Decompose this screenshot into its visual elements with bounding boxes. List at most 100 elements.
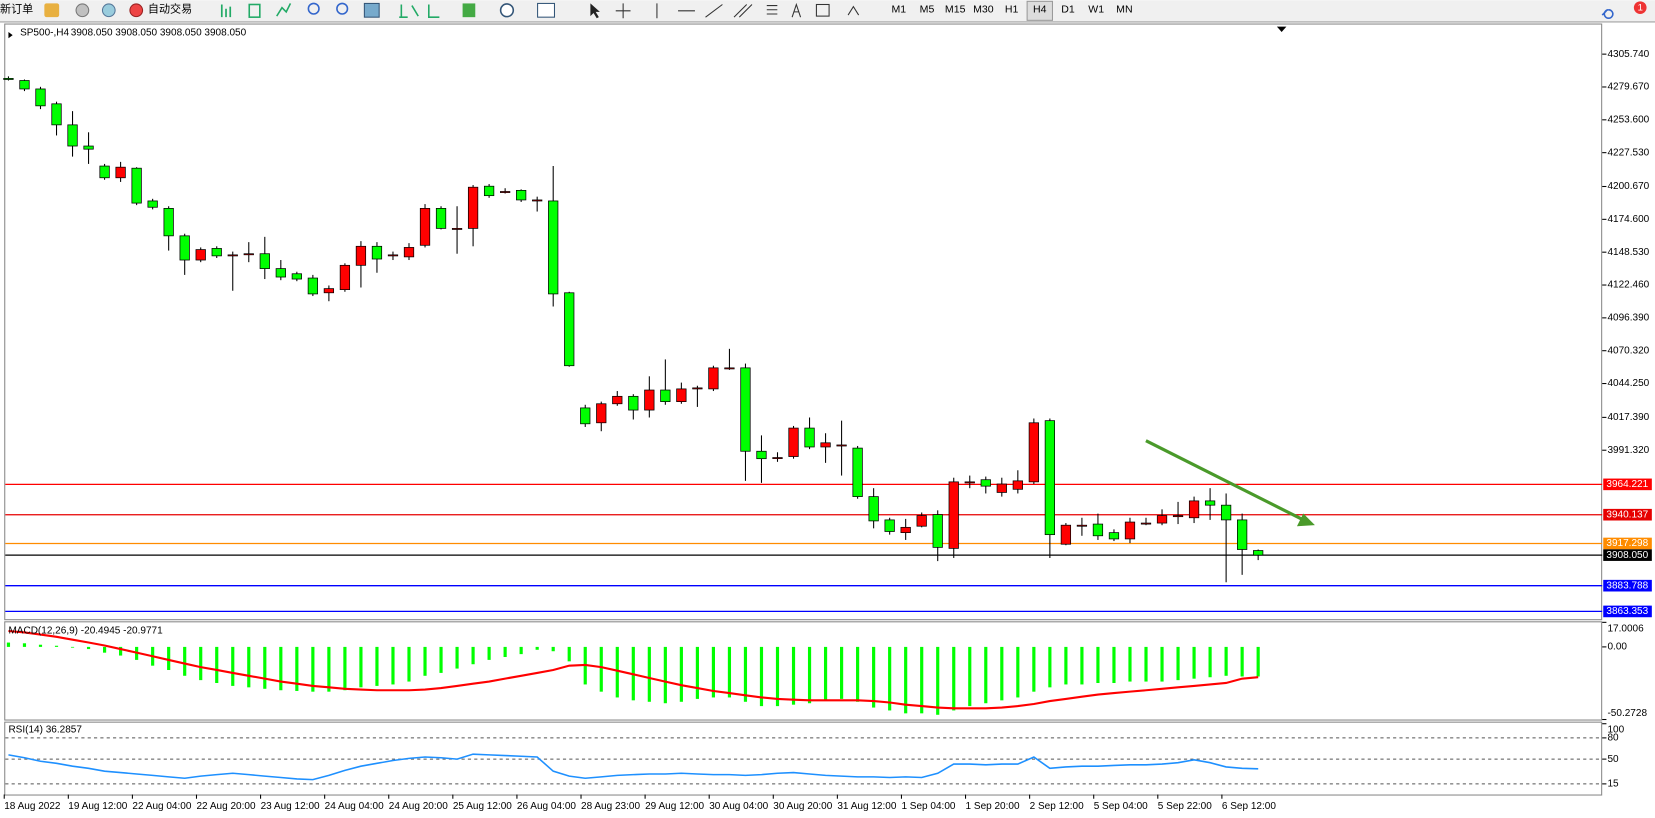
candle-body [596,403,607,424]
macd-bar [1032,646,1036,692]
timeframe-button[interactable]: M15 [945,4,966,16]
shapes-tool[interactable] [847,5,860,16]
candle-body [483,185,495,197]
cursor-tool[interactable] [590,3,600,19]
icon[interactable] [537,2,556,18]
candle-body [51,103,62,126]
price-level-box [1603,478,1652,491]
candle-body [852,447,863,497]
macd-bar [487,646,491,660]
y-tick-label: 4096.390 [1607,313,1649,324]
candle-body [35,88,46,107]
timeframe-active [1026,0,1053,21]
zoom-out[interactable] [336,2,349,15]
price-level-label: 3940.137 [1606,509,1648,520]
icon[interactable] [462,3,476,18]
candle-body [211,248,222,257]
price-level-box [1603,549,1652,561]
icon[interactable] [248,3,261,18]
candle-body [932,514,943,548]
candle-body [660,389,671,402]
macd-bar [695,646,699,699]
macd-bar [1256,646,1260,677]
macd-bar [567,646,571,662]
price-level-label: 3883.788 [1606,580,1648,591]
alert-badge[interactable] [1633,1,1647,14]
macd-bar [1080,646,1084,685]
icon[interactable] [75,3,90,18]
macd-bar [743,646,748,702]
x-tick-label: 19 Aug 12:00 [68,801,127,812]
y-tick-label: 4070.320 [1607,345,1649,356]
rsi-window [4,721,1603,796]
price-level-box [1603,605,1652,618]
macd-bar [615,646,619,698]
candle-body [964,481,975,484]
icon[interactable] [220,4,232,18]
candle-body [131,167,142,204]
y-tick-label: 17.0006 [1607,623,1644,634]
y-tick-label: 4279.670 [1607,82,1649,93]
timeframe-button[interactable]: M1 [891,4,906,16]
icon[interactable] [399,4,419,18]
candle-body [916,515,927,527]
macd-bar [455,646,459,669]
candle-body [243,253,254,256]
icon[interactable] [363,2,380,18]
x-tick-label: 30 Aug 04:00 [709,801,768,812]
line-tools[interactable] [656,3,723,19]
candle-body [1156,515,1168,524]
zoom-in[interactable] [307,2,320,15]
search[interactable] [1601,8,1614,19]
icon[interactable] [499,3,515,18]
auto-trading-button[interactable]: 自动交易 [148,2,192,16]
text-tool[interactable] [791,2,802,18]
timeframe-button[interactable]: W1 [1088,4,1104,16]
x-tick-label: 31 Aug 12:00 [837,801,896,812]
macd-bar [663,646,667,704]
y-tick-label: 4305.740 [1607,49,1649,60]
candle-body [227,254,238,257]
timeframe-button[interactable]: H4 [1033,4,1047,16]
price-level-label: 3863.353 [1606,606,1648,617]
timeframe-button[interactable]: MN [1116,4,1132,16]
icon[interactable] [276,3,292,17]
macd-bar [904,646,908,714]
macd-bar [1048,646,1052,688]
x-tick-label: 28 Aug 23:00 [581,801,640,812]
candle-body [1012,480,1023,490]
label-tool[interactable] [815,3,830,17]
icon[interactable] [101,3,116,18]
icon[interactable] [44,3,60,18]
macd-bar [1176,646,1180,681]
macd-bar [375,646,379,686]
candle-body [1124,521,1136,540]
fibo-tool[interactable] [766,5,778,15]
candle-body [836,444,847,447]
channel-tool[interactable] [733,4,753,18]
macd-bar [327,646,331,692]
macd-bar [551,646,555,652]
timeframe-button[interactable]: M5 [920,4,935,16]
icon[interactable] [428,4,440,18]
timeframe-button[interactable]: M30 [973,4,994,16]
candle-body [19,80,30,90]
symbol-label: SP500-,H4 [20,28,69,39]
price-level-label: 3917.298 [1606,538,1648,549]
candle-body [1076,524,1088,527]
auto-trading-icon[interactable] [129,3,144,18]
new-order-button[interactable]: 新订单 [0,2,33,16]
timeframe-button[interactable]: D1 [1061,4,1075,16]
candle-body [740,367,751,452]
y-tick-label: 100 [1607,725,1624,736]
macd-signal [8,629,1259,710]
candle-body [500,191,511,193]
macd-bar [231,646,235,686]
candle-body [804,427,815,448]
alert-count[interactable]: 1 [1638,3,1643,14]
timeframe-button[interactable]: H1 [1005,4,1019,16]
candle-body [612,395,623,405]
crosshair-tool[interactable] [615,3,631,19]
macd-bar [102,646,107,653]
